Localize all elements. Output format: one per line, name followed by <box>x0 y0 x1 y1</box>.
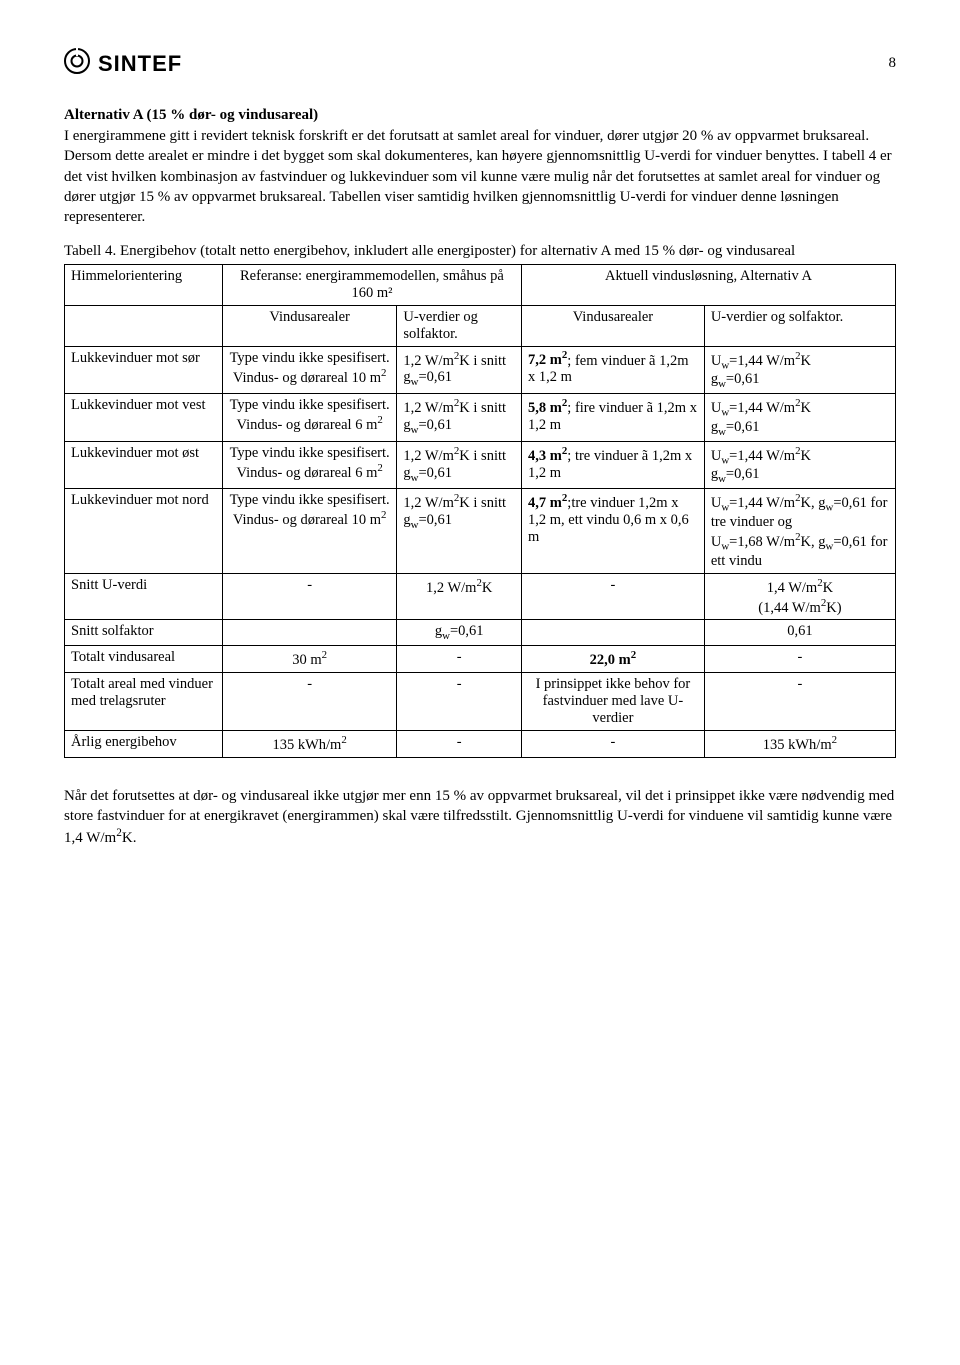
table-header-row-1: Himmelorientering Referanse: energiramme… <box>65 264 896 305</box>
cell: - <box>222 573 397 620</box>
cell: Lukkevinduer mot nord <box>65 489 223 573</box>
cell: Årlig energibehov <box>65 731 223 758</box>
cell: Uw=1,44 W/m2K, gw=0,61 for tre vinduer o… <box>704 489 895 573</box>
cell: 135 kWh/m2 <box>222 731 397 758</box>
header-cell: Vindusarealer <box>222 305 397 346</box>
table-row: Lukkevinduer mot sør Type vindu ikke spe… <box>65 346 896 394</box>
section-heading: Alternativ A (15 % dør- og vindusareal) <box>64 107 896 124</box>
cell: - <box>704 673 895 731</box>
cell: 1,2 W/m2K i snittgw=0,61 <box>397 394 522 442</box>
cell: Lukkevinduer mot sør <box>65 346 223 394</box>
table-row: Snitt solfaktor gw=0,61 0,61 <box>65 620 896 646</box>
header-cell <box>65 305 223 346</box>
cell: 0,61 <box>704 620 895 646</box>
table-row: Lukkevinduer mot vest Type vindu ikke sp… <box>65 394 896 442</box>
cell: Totalt vindusareal <box>65 646 223 673</box>
cell: - <box>522 731 705 758</box>
table-row: Snitt U-verdi - 1,2 W/m2K - 1,4 W/m2K(1,… <box>65 573 896 620</box>
table-header-row-2: Vindusarealer U-verdier og solfaktor. Vi… <box>65 305 896 346</box>
cell: 7,2 m2; fem vinduer ã 1,2m x 1,2 m <box>522 346 705 394</box>
cell: Lukkevinduer mot øst <box>65 441 223 489</box>
cell: - <box>522 573 705 620</box>
table-caption: Tabell 4. Energibehov (totalt netto ener… <box>64 241 896 261</box>
table-row: Totalt areal med vinduer med trelagsrute… <box>65 673 896 731</box>
cell: 4,7 m2;tre vinduer 1,2m x 1,2 m, ett vin… <box>522 489 705 573</box>
cell: 1,2 W/m2K <box>397 573 522 620</box>
cell: Snitt U-verdi <box>65 573 223 620</box>
cell: 1,2 W/m2K i snittgw=0,61 <box>397 489 522 573</box>
cell: - <box>397 646 522 673</box>
cell: 1,2 W/m2K i snittgw=0,61 <box>397 346 522 394</box>
cell: 135 kWh/m2 <box>704 731 895 758</box>
cell: - <box>704 646 895 673</box>
cell: Uw=1,44 W/m2Kgw=0,61 <box>704 346 895 394</box>
table-row: Totalt vindusareal 30 m2 - 22,0 m2 - <box>65 646 896 673</box>
page-number: 8 <box>889 55 897 72</box>
cell: - <box>222 673 397 731</box>
data-table: Himmelorientering Referanse: energiramme… <box>64 264 896 758</box>
logo-icon <box>64 48 90 79</box>
header-cell: Himmelorientering <box>65 264 223 305</box>
logo: SINTEF <box>64 48 182 79</box>
cell: 1,2 W/m2K i snittgw=0,61 <box>397 441 522 489</box>
cell: 5,8 m2; fire vinduer ã 1,2m x 1,2 m <box>522 394 705 442</box>
header-cell: U-verdier og solfaktor. <box>397 305 522 346</box>
cell <box>522 620 705 646</box>
cell: Type vindu ikke spesifisert.Vindus- og d… <box>222 441 397 489</box>
cell: Type vindu ikke spesifisert.Vindus- og d… <box>222 346 397 394</box>
intro-paragraph: I energirammene gitt i revidert teknisk … <box>64 126 896 227</box>
header-cell: U-verdier og solfaktor. <box>704 305 895 346</box>
cell: 1,4 W/m2K(1,44 W/m2K) <box>704 573 895 620</box>
cell: 22,0 m2 <box>522 646 705 673</box>
cell: 4,3 m2; tre vinduer ã 1,2m x 1,2 m <box>522 441 705 489</box>
cell: - <box>397 673 522 731</box>
footer-paragraph: Når det forutsettes at dør- og vindusare… <box>64 786 896 849</box>
cell: I prinsippet ikke behov for fastvinduer … <box>522 673 705 731</box>
header-cell: Referanse: energirammemodellen, småhus p… <box>222 264 521 305</box>
cell: Uw=1,44 W/m2Kgw=0,61 <box>704 394 895 442</box>
cell: Totalt areal med vinduer med trelagsrute… <box>65 673 223 731</box>
table-row: Lukkevinduer mot øst Type vindu ikke spe… <box>65 441 896 489</box>
cell: gw=0,61 <box>397 620 522 646</box>
cell: Snitt solfaktor <box>65 620 223 646</box>
cell <box>222 620 397 646</box>
logo-text: SINTEF <box>98 51 182 77</box>
cell: Type vindu ikke spesifisert.Vindus- og d… <box>222 394 397 442</box>
header-cell: Aktuell vindusløsning, Alternativ A <box>522 264 896 305</box>
cell: Type vindu ikke spesifisert.Vindus- og d… <box>222 489 397 573</box>
cell: 30 m2 <box>222 646 397 673</box>
table-row: Lukkevinduer mot nord Type vindu ikke sp… <box>65 489 896 573</box>
cell: - <box>397 731 522 758</box>
table-row: Årlig energibehov 135 kWh/m2 - - 135 kWh… <box>65 731 896 758</box>
cell: Uw=1,44 W/m2Kgw=0,61 <box>704 441 895 489</box>
header-cell: Vindusarealer <box>522 305 705 346</box>
cell: Lukkevinduer mot vest <box>65 394 223 442</box>
page-header: SINTEF 8 <box>64 48 896 79</box>
